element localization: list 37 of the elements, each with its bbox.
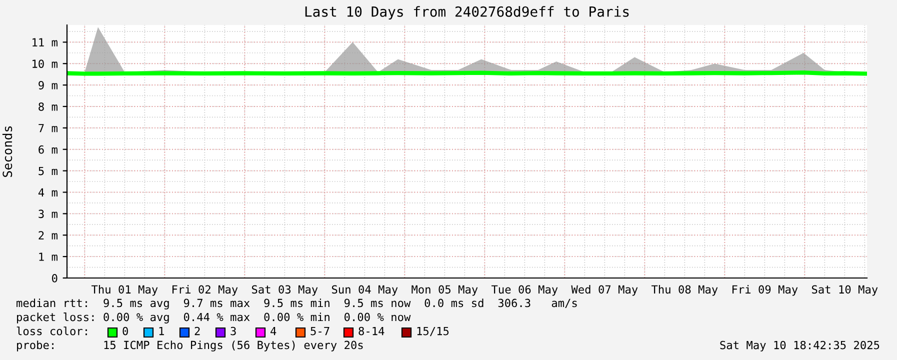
y-tick-label: 2 m xyxy=(38,231,58,240)
x-tick-label: Thu 01 May xyxy=(91,285,158,296)
x-tick-label: Thu 08 May xyxy=(651,285,718,296)
x-tick-label: Sun 04 May xyxy=(332,285,398,296)
y-tick-label: 10 m xyxy=(32,60,58,68)
text: 3 xyxy=(230,326,236,336)
text: 4 xyxy=(270,326,276,336)
y-tick-label: 0 xyxy=(52,274,58,282)
y-tick-label: 7 m xyxy=(38,124,58,132)
x-tick-label: Mon 05 May xyxy=(412,285,478,296)
y-tick-label: 4 m xyxy=(38,188,58,196)
x-tick-label: Tue 06 May xyxy=(491,285,558,296)
y-tick-label: 5 m xyxy=(38,166,58,176)
text: 1 xyxy=(159,326,164,336)
text: packet loss: 0.00 % avg 0.44 % max 0.00 % min 0.00 % now xyxy=(17,312,411,324)
text: 8-14 xyxy=(358,326,384,336)
x-tick-label: Fri 09 May xyxy=(732,285,798,296)
text: 2 xyxy=(194,326,200,336)
text: loss color: xyxy=(16,326,87,336)
x-tick-label: Sat 03 May xyxy=(252,285,318,296)
x-tick-label: Sat 10 May xyxy=(812,285,878,296)
text: 0 xyxy=(122,326,128,336)
text: probe: 15 ICMP Echo Pings (56 Bytes) every 20s xyxy=(17,340,363,352)
y-tick-label: 11 m xyxy=(32,38,58,46)
y-tick-label: 8 m xyxy=(38,102,58,111)
y-axis-title: Seconds xyxy=(2,126,12,177)
text: 15/15 xyxy=(417,326,449,336)
x-tick-label: Fri 02 May xyxy=(172,285,238,296)
text: median rtt: 9.5 ms avg 9.7 ms max 9.5 ms min 9.5 ms now 0.0 ms sd 306.3 am/s xyxy=(16,298,577,310)
x-tick-label: Wed 07 May xyxy=(571,285,638,296)
y-tick-label: 3 m xyxy=(38,210,58,218)
y-tick-label: 9 m xyxy=(38,81,58,90)
y-tick-label: 1 m xyxy=(39,252,58,261)
text: Sat May 10 18:42:35 2025 xyxy=(720,340,880,352)
chart-title: Last 10 Days from 2402768d9eff to Paris xyxy=(305,6,629,20)
y-tick-label: 6 m xyxy=(38,145,58,154)
text: 5-7 xyxy=(310,326,330,336)
